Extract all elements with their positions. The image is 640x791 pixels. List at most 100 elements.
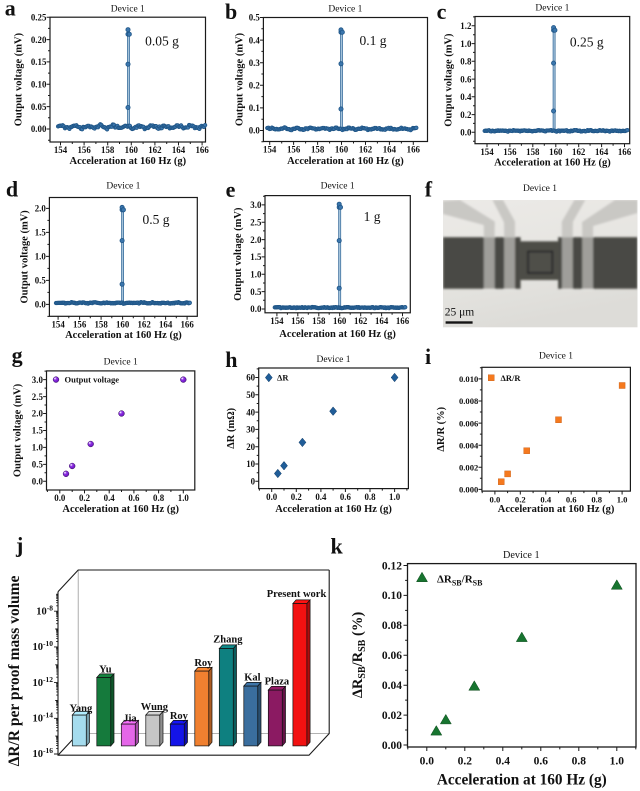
svg-text:1.0: 1.0: [389, 492, 401, 502]
svg-text:166: 166: [180, 320, 194, 330]
svg-text:0.0: 0.0: [460, 128, 472, 138]
svg-text:0.008: 0.008: [459, 396, 479, 406]
svg-text:Output voltage (mV): Output voltage (mV): [233, 207, 244, 301]
svg-text:0.8: 0.8: [591, 494, 602, 504]
svg-text:166: 166: [396, 316, 410, 326]
svg-text:160: 160: [335, 145, 349, 155]
svg-text:0.25 g: 0.25 g: [570, 34, 604, 49]
svg-text:0.12: 0.12: [382, 560, 402, 572]
svg-text:164: 164: [159, 320, 173, 330]
svg-text:0.04: 0.04: [382, 680, 402, 692]
svg-text:Zhang: Zhang: [213, 635, 243, 646]
svg-text:ΔR (mΩ): ΔR (mΩ): [226, 407, 237, 448]
svg-text:0.0: 0.0: [420, 755, 435, 767]
svg-text:0.004: 0.004: [459, 440, 479, 450]
svg-text:d: d: [6, 176, 18, 201]
svg-text:0.4: 0.4: [540, 494, 551, 504]
svg-text:10: 10: [246, 459, 255, 469]
svg-text:0.0: 0.0: [35, 300, 47, 310]
svg-text:0.4: 0.4: [460, 92, 472, 102]
svg-text:3.0: 3.0: [32, 375, 44, 385]
svg-text:162: 162: [359, 145, 373, 155]
svg-text:166: 166: [195, 145, 209, 155]
svg-text:0.010: 0.010: [459, 374, 478, 384]
svg-text:2.0: 2.0: [35, 204, 47, 214]
svg-text:c: c: [437, 0, 447, 24]
svg-text:0.4: 0.4: [104, 493, 116, 503]
svg-text:30: 30: [246, 425, 255, 435]
svg-text:Output voltage (mV): Output voltage (mV): [444, 33, 455, 127]
svg-text:j: j: [15, 533, 23, 558]
svg-text:2.0: 2.0: [250, 235, 262, 245]
svg-text:0.2: 0.2: [291, 492, 303, 502]
svg-text:162: 162: [354, 316, 368, 326]
svg-text:160: 160: [549, 147, 563, 157]
svg-text:160: 160: [116, 320, 130, 330]
svg-text:160: 160: [125, 145, 139, 155]
svg-text:0.006: 0.006: [459, 418, 479, 428]
svg-text:0.3: 0.3: [249, 58, 261, 68]
svg-text:1.0: 1.0: [460, 39, 472, 49]
svg-text:0.4: 0.4: [249, 35, 261, 45]
svg-text:160: 160: [333, 316, 347, 326]
svg-text:Device 1: Device 1: [321, 182, 355, 192]
svg-text:0.5 g: 0.5 g: [143, 212, 170, 227]
svg-text:1.5: 1.5: [250, 252, 262, 262]
svg-text:158: 158: [311, 145, 325, 155]
svg-text:Acceleration at 160 Hz (g): Acceleration at 160 Hz (g): [65, 330, 182, 341]
svg-text:Acceleration at 160 Hz (g): Acceleration at 160 Hz (g): [498, 504, 615, 515]
svg-text:h: h: [225, 347, 237, 372]
svg-text:1.0: 1.0: [250, 270, 262, 280]
svg-text:b: b: [225, 0, 237, 24]
svg-text:Yu: Yu: [99, 665, 112, 676]
svg-text:Present work: Present work: [267, 589, 327, 600]
svg-text:156: 156: [73, 320, 87, 330]
svg-text:0.5: 0.5: [250, 287, 262, 297]
svg-text:50: 50: [246, 390, 255, 400]
svg-text:i: i: [425, 344, 431, 369]
svg-text:0.1: 0.1: [249, 103, 260, 113]
svg-text:164: 164: [172, 145, 186, 155]
svg-text:154: 154: [270, 316, 284, 326]
svg-text:1.5: 1.5: [32, 426, 44, 436]
svg-text:154: 154: [480, 147, 494, 157]
svg-text:Acceleration at 160 Hz (g): Acceleration at 160 Hz (g): [69, 156, 186, 167]
svg-text:0.000: 0.000: [459, 485, 478, 495]
svg-text:Acceleration at 160 Hz (g): Acceleration at 160 Hz (g): [279, 329, 396, 340]
svg-text:0.6: 0.6: [460, 74, 472, 84]
svg-text:0.20: 0.20: [31, 35, 47, 45]
svg-text:Acceleration at 160 Hz (g): Acceleration at 160 Hz (g): [287, 156, 404, 167]
svg-text:0.0: 0.0: [54, 493, 66, 503]
svg-text:0.6: 0.6: [566, 494, 577, 504]
svg-text:ΔR/R per proof mass volume: ΔR/R per proof mass volume: [6, 575, 23, 766]
svg-text:164: 164: [375, 316, 389, 326]
svg-text:ΔR/R: ΔR/R: [501, 373, 522, 383]
svg-text:0.8: 0.8: [572, 755, 587, 767]
svg-text:1 g: 1 g: [364, 209, 381, 224]
svg-text:0.2: 0.2: [249, 81, 261, 91]
svg-text:0.1 g: 0.1 g: [360, 33, 387, 48]
svg-text:0.2: 0.2: [460, 110, 472, 120]
svg-text:0.6: 0.6: [128, 493, 140, 503]
svg-text:0.25: 0.25: [31, 12, 47, 22]
svg-text:Device 1: Device 1: [523, 184, 557, 194]
svg-text:g: g: [12, 343, 23, 368]
svg-text:0.8: 0.8: [364, 492, 376, 502]
svg-text:0.15: 0.15: [31, 57, 47, 67]
svg-text:Acceleration at 160 Hz (g): Acceleration at 160 Hz (g): [62, 504, 179, 515]
svg-text:60: 60: [246, 373, 255, 383]
svg-text:162: 162: [572, 147, 586, 157]
svg-text:0.2: 0.2: [515, 494, 526, 504]
svg-text:156: 156: [287, 145, 301, 155]
svg-text:0.0: 0.0: [249, 126, 261, 136]
svg-text:154: 154: [54, 145, 68, 155]
svg-text:ΔRSB/RSB (%): ΔRSB/RSB (%): [350, 612, 368, 698]
svg-text:0.5: 0.5: [32, 460, 44, 470]
svg-text:1.2: 1.2: [460, 21, 472, 31]
svg-text:0.10: 0.10: [31, 80, 47, 90]
svg-text:1.0: 1.0: [32, 443, 44, 453]
svg-text:0.4: 0.4: [496, 755, 511, 767]
svg-text:Roy: Roy: [170, 711, 189, 722]
svg-text:156: 156: [503, 147, 517, 157]
svg-text:156: 156: [77, 145, 91, 155]
